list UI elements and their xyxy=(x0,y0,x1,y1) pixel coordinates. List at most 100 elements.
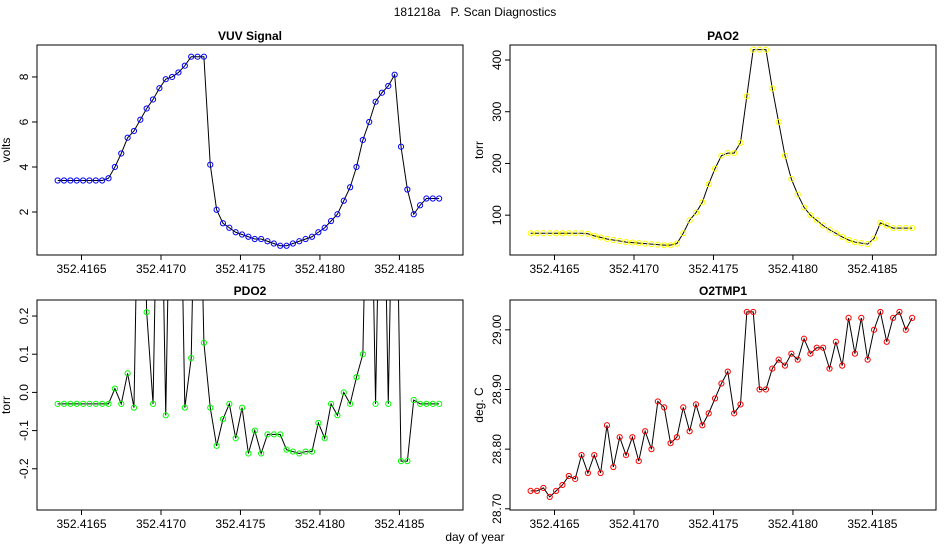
data-line xyxy=(57,56,440,247)
data-point xyxy=(321,435,328,442)
plot-frame xyxy=(36,299,464,511)
y-tick-label: 2 xyxy=(17,208,31,215)
data-point xyxy=(597,234,604,241)
data-point xyxy=(99,177,106,184)
data-point xyxy=(416,400,424,407)
y-axis-label: torr xyxy=(0,396,13,414)
x-tick-label: 352.4165 xyxy=(529,262,579,276)
data-point xyxy=(896,308,903,316)
data-point xyxy=(800,204,808,211)
y-tick-label: 200 xyxy=(490,153,504,173)
y-tick-label: 28.90 xyxy=(490,374,504,404)
data-point xyxy=(839,362,846,369)
data-point xyxy=(359,136,366,144)
data-point xyxy=(692,401,700,408)
data-point xyxy=(251,427,258,434)
data-point xyxy=(73,177,80,184)
x-tick-label: 352.4165 xyxy=(56,262,106,276)
data-point xyxy=(578,452,585,459)
data-point xyxy=(118,400,125,407)
data-point xyxy=(105,400,112,407)
data-point xyxy=(111,385,118,392)
data-point xyxy=(826,226,833,233)
data-point xyxy=(213,206,220,213)
data-point xyxy=(731,150,738,157)
data-point xyxy=(429,195,436,202)
panel-title: VUV Signal xyxy=(218,29,282,43)
data-point xyxy=(410,211,417,218)
x-tick-label: 352.4165 xyxy=(529,517,579,531)
data-point xyxy=(909,314,916,321)
data-point xyxy=(724,150,731,157)
data-point xyxy=(60,177,68,184)
data-point xyxy=(889,314,897,321)
data-point xyxy=(372,98,379,105)
data-point xyxy=(238,404,246,411)
data-point xyxy=(902,326,909,333)
data-point xyxy=(832,230,839,237)
data-point xyxy=(238,231,246,238)
data-point xyxy=(200,53,208,60)
data-point xyxy=(258,450,265,457)
data-point xyxy=(680,404,687,411)
data-point xyxy=(648,446,655,453)
plot-area xyxy=(527,46,916,249)
data-point xyxy=(359,351,366,358)
data-point xyxy=(302,448,309,455)
plot-frame xyxy=(509,299,937,511)
data-point xyxy=(200,339,208,346)
data-point xyxy=(277,242,284,249)
data-point xyxy=(565,230,572,237)
data-point xyxy=(870,326,878,333)
data-line xyxy=(530,310,913,498)
data-point xyxy=(207,161,214,168)
data-point xyxy=(610,236,617,244)
data-point xyxy=(680,230,687,237)
data-point xyxy=(436,400,443,407)
x-tick-label: 352.4175 xyxy=(215,517,265,531)
data-point xyxy=(219,416,227,423)
data-point xyxy=(762,386,770,393)
x-tick-label: 352.4185 xyxy=(847,517,897,531)
data-point xyxy=(410,396,417,404)
data-point xyxy=(54,177,61,184)
data-point xyxy=(654,398,661,405)
data-point xyxy=(591,452,598,459)
data-point xyxy=(429,400,436,407)
panel: PAO2 torr 352.4165 352.4170 352.4175 352.4180… xyxy=(472,29,937,276)
data-point xyxy=(258,235,265,243)
data-point xyxy=(137,116,144,123)
data-point xyxy=(111,163,118,171)
panel: O2TMP1 deg. C 352.4165 352.4170 352.4175 352.… xyxy=(472,284,937,531)
data-point xyxy=(851,350,859,357)
data-point xyxy=(902,225,909,232)
data-point xyxy=(737,139,744,146)
data-point xyxy=(724,368,731,375)
data-point xyxy=(718,152,725,159)
data-point xyxy=(839,233,846,240)
data-point xyxy=(226,400,233,407)
data-point xyxy=(283,242,290,249)
data-point xyxy=(731,410,738,417)
data-point xyxy=(686,428,693,435)
data-point xyxy=(527,487,534,495)
data-point xyxy=(877,219,884,227)
data-point xyxy=(565,472,572,480)
data-point xyxy=(883,338,890,345)
y-tick-label: 4 xyxy=(17,163,31,170)
data-point xyxy=(718,380,725,387)
data-point xyxy=(54,400,61,407)
data-point xyxy=(559,230,566,237)
data-point xyxy=(775,356,782,363)
data-point xyxy=(385,400,392,407)
data-point xyxy=(226,224,233,231)
data-point xyxy=(353,374,360,381)
data-point xyxy=(648,241,655,248)
plot-area xyxy=(54,300,443,465)
data-point xyxy=(289,448,297,455)
data-point xyxy=(533,487,541,495)
x-tick-label: 352.4170 xyxy=(609,517,659,531)
data-point xyxy=(788,175,795,183)
y-tick-label: 28.80 xyxy=(490,434,504,464)
